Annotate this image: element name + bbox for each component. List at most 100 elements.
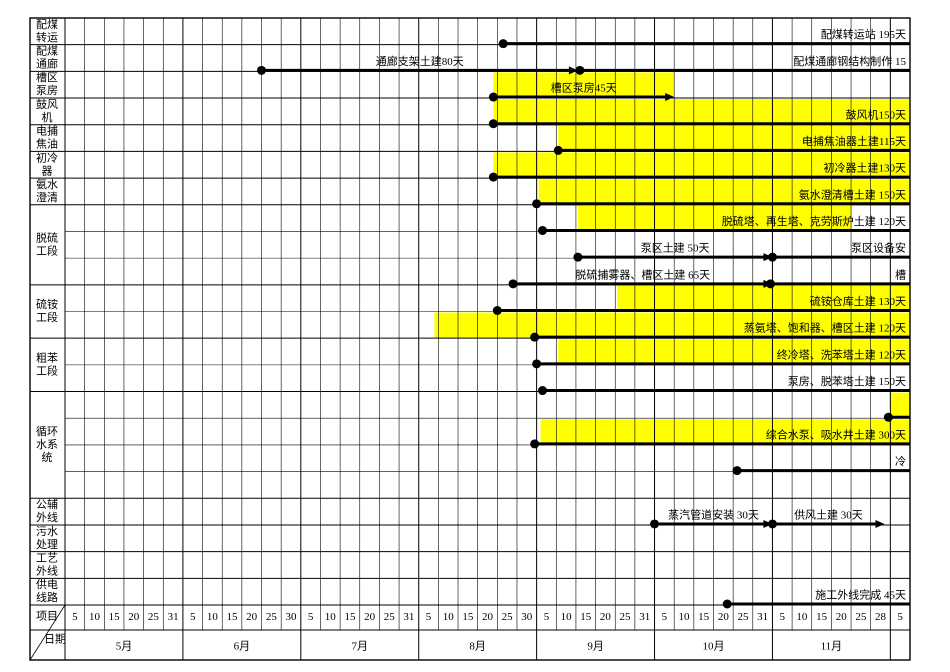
bg-layer bbox=[434, 72, 910, 445]
task-start bbox=[488, 119, 498, 129]
day-tick-label: 10 bbox=[443, 611, 455, 623]
highlight bbox=[890, 392, 910, 419]
day-tick-label: 31 bbox=[639, 611, 650, 623]
day-tick-label: 31 bbox=[168, 611, 179, 623]
task-label: 终冷塔、洗苯塔土建 120天 bbox=[777, 347, 906, 361]
task-start bbox=[767, 252, 777, 262]
task-label: 泵区设备安 bbox=[851, 241, 906, 255]
day-tick-label: 20 bbox=[836, 611, 848, 623]
day-tick-label: 15 bbox=[580, 611, 592, 623]
header-diagonal bbox=[29, 604, 66, 661]
day-tick-label: 20 bbox=[246, 611, 258, 623]
day-tick-label: 10 bbox=[89, 611, 101, 623]
section-label: 氨水澄清 bbox=[36, 177, 58, 203]
highlight bbox=[493, 152, 910, 179]
task-start bbox=[722, 599, 732, 609]
day-tick-label: 5 bbox=[190, 611, 196, 623]
task-start bbox=[488, 92, 498, 102]
day-tick-label: 15 bbox=[462, 611, 474, 623]
day-tick-label: 30 bbox=[285, 611, 297, 623]
task-label: 初冷器土建130天 bbox=[824, 161, 907, 175]
day-tick-label: 15 bbox=[816, 611, 828, 623]
day-tick-label: 25 bbox=[737, 611, 749, 623]
task-label: 蒸汽管道安装 30天 bbox=[668, 507, 759, 521]
task-label: 供风土建 30天 bbox=[794, 507, 863, 521]
task-start bbox=[530, 332, 540, 342]
section-label: 电捕焦油 bbox=[36, 123, 58, 150]
task-label: 泵区土建 50天 bbox=[641, 241, 710, 255]
task-label: 泵房、脱苯塔土建 150天 bbox=[788, 374, 906, 388]
section-label: 初冷器 bbox=[36, 150, 58, 177]
day-tick-label: 20 bbox=[482, 611, 494, 623]
task-label: 脱硫捕雾器、槽区土建 65天 bbox=[575, 267, 710, 281]
task-label: 鼓风机150天 bbox=[846, 107, 907, 121]
day-tick-label: 20 bbox=[128, 611, 140, 623]
task-arrow bbox=[568, 66, 578, 75]
highlight bbox=[493, 99, 910, 125]
task-label: 施工外线完成 45天 bbox=[815, 588, 906, 602]
header-item: 项目 bbox=[36, 610, 58, 623]
section-label: 污水处理 bbox=[36, 524, 58, 550]
task-label: 脱硫塔、再生塔、克劳斯炉土建 120天 bbox=[722, 214, 906, 228]
task-label: 综合水泵、吸水井土建 300天 bbox=[766, 427, 906, 441]
day-tick-label: 5 bbox=[662, 611, 668, 623]
section-label: 工艺外线 bbox=[36, 551, 58, 577]
task-label: 槽区泵房45天 bbox=[551, 82, 617, 95]
section-label: 硫铵工段 bbox=[36, 297, 58, 324]
task-label: 配煤转运站 195天 bbox=[821, 27, 906, 41]
day-tick-label: 5 bbox=[426, 611, 432, 623]
day-tick-label: 15 bbox=[698, 611, 710, 623]
day-tick-label: 15 bbox=[109, 611, 121, 623]
task-arrow bbox=[875, 519, 885, 528]
day-tick-label: 15 bbox=[227, 611, 239, 623]
section-label: 配煤转运 bbox=[36, 17, 58, 43]
day-tick-label: 10 bbox=[679, 611, 691, 623]
task-start bbox=[573, 252, 583, 262]
task-start bbox=[508, 279, 518, 289]
day-tick-label: 5 bbox=[780, 611, 786, 623]
day-tick-label: 31 bbox=[757, 611, 768, 623]
day-tick-label: 31 bbox=[403, 611, 414, 623]
month-label: 10月 bbox=[702, 641, 724, 653]
marks-layer bbox=[257, 39, 910, 609]
month-label: 9月 bbox=[587, 641, 604, 653]
highlight bbox=[493, 72, 675, 99]
day-tick-label: 10 bbox=[561, 611, 573, 623]
highlight bbox=[538, 179, 910, 205]
day-tick-label: 25 bbox=[855, 611, 867, 623]
task-start bbox=[765, 279, 775, 289]
section-label: 脱硫工段 bbox=[36, 230, 58, 257]
task-start bbox=[498, 39, 508, 49]
task-start bbox=[492, 306, 502, 315]
month-label: 6月 bbox=[234, 641, 251, 653]
day-tick-label: 10 bbox=[207, 611, 219, 623]
month-label: 8月 bbox=[469, 641, 486, 653]
frame bbox=[29, 17, 911, 661]
day-tick-label: 20 bbox=[718, 611, 730, 623]
section-label: 循环水系统 bbox=[36, 424, 58, 463]
task-start bbox=[538, 386, 548, 396]
section-label: 鼓风机 bbox=[36, 96, 58, 123]
task-start bbox=[538, 225, 548, 235]
section-label: 粗苯工段 bbox=[36, 350, 58, 377]
header-date: 日期 bbox=[44, 633, 66, 646]
task-label: 槽 bbox=[895, 268, 906, 281]
day-tick-label: 10 bbox=[796, 611, 808, 623]
task-label: 电捕焦油器土建115天 bbox=[802, 134, 906, 148]
day-tick-label: 5 bbox=[544, 611, 550, 623]
day-tick-label: 25 bbox=[148, 611, 160, 623]
day-tick-label: 30 bbox=[521, 611, 533, 623]
day-tick-label: 28 bbox=[875, 611, 887, 623]
day-tick-label: 20 bbox=[364, 611, 376, 623]
task-start bbox=[650, 519, 660, 529]
highlight bbox=[434, 312, 910, 339]
task-start bbox=[575, 65, 585, 75]
task-start bbox=[532, 199, 542, 209]
highlight bbox=[558, 125, 910, 152]
task-start bbox=[532, 359, 542, 369]
highlight bbox=[577, 205, 852, 232]
highlight bbox=[540, 419, 910, 445]
task-start bbox=[883, 412, 893, 422]
